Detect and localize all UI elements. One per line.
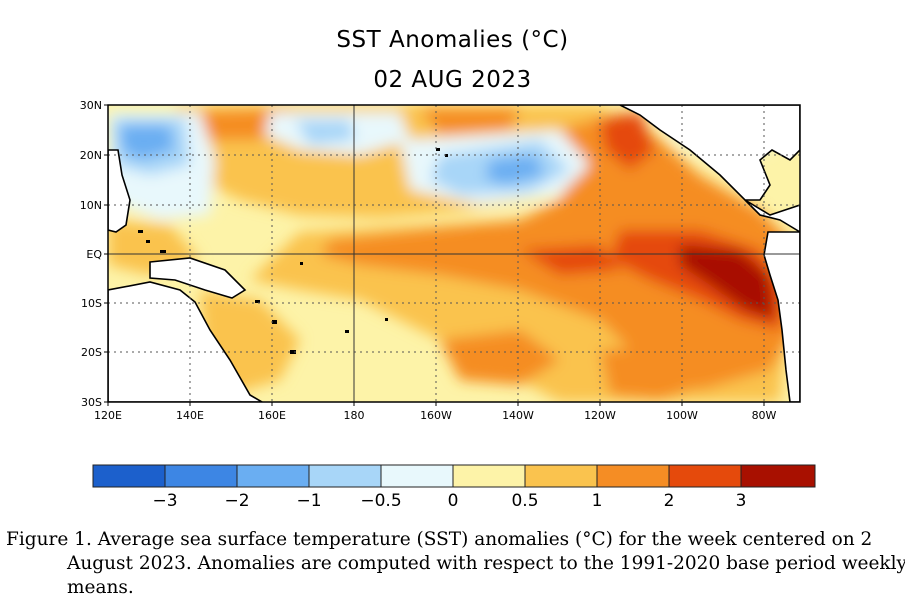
gridlines [108, 105, 800, 402]
colorbar-swatch [92, 464, 166, 488]
colorbar-swatch [164, 464, 238, 488]
lat-label: 10N [80, 199, 102, 212]
colorbar-swatch [236, 464, 310, 488]
caption-line: means. [67, 577, 134, 598]
lon-label: 180 [344, 409, 365, 422]
map-title: SST Anomalies (°C) [336, 27, 569, 53]
colorbar-label: 0 [448, 491, 459, 511]
lon-label: 120E [94, 409, 122, 422]
lat-label: 20N [80, 149, 102, 162]
lon-label: 160W [420, 409, 452, 422]
figure-caption: Figure 1. Average sea surface temperatur… [6, 528, 905, 600]
land-masses [108, 105, 800, 402]
colorbar-label: 1 [592, 491, 603, 511]
colorbar-label: −0.5 [360, 491, 401, 511]
colorbar-swatch [596, 464, 670, 488]
colorbar-label: −1 [296, 491, 321, 511]
colorbar-swatch [452, 464, 526, 488]
colorbar-label: 0.5 [511, 491, 538, 511]
lon-label: 120W [584, 409, 616, 422]
colorbar-label: 3 [736, 491, 747, 511]
lat-label: EQ [86, 248, 102, 261]
colorbar-swatch [524, 464, 598, 488]
colorbar-label: 2 [664, 491, 675, 511]
main-axes-lines [108, 105, 800, 402]
colorbar-swatch [668, 464, 742, 488]
colorbar [92, 464, 816, 488]
colorbar-swatch [308, 464, 382, 488]
map-date: 02 AUG 2023 [373, 67, 532, 93]
colorbar-swatch [380, 464, 454, 488]
caption-line: August 2023. Anomalies are computed with… [67, 553, 905, 574]
colorbar-swatch [740, 464, 816, 488]
lat-label: 30N [80, 99, 102, 112]
lat-label: 10S [81, 297, 102, 310]
lon-label: 140W [502, 409, 534, 422]
lon-label: 140E [176, 409, 204, 422]
lon-label: 160E [258, 409, 286, 422]
lat-label: 20S [81, 346, 102, 359]
colorbar-label: −2 [224, 491, 249, 511]
anomaly-field [108, 105, 800, 402]
lat-label: 30S [81, 396, 102, 409]
colorbar-label: −3 [152, 491, 177, 511]
caption-line: Figure 1. Average sea surface temperatur… [6, 529, 873, 550]
lon-label: 100W [666, 409, 698, 422]
lon-label: 80W [752, 409, 777, 422]
islands [138, 148, 448, 354]
